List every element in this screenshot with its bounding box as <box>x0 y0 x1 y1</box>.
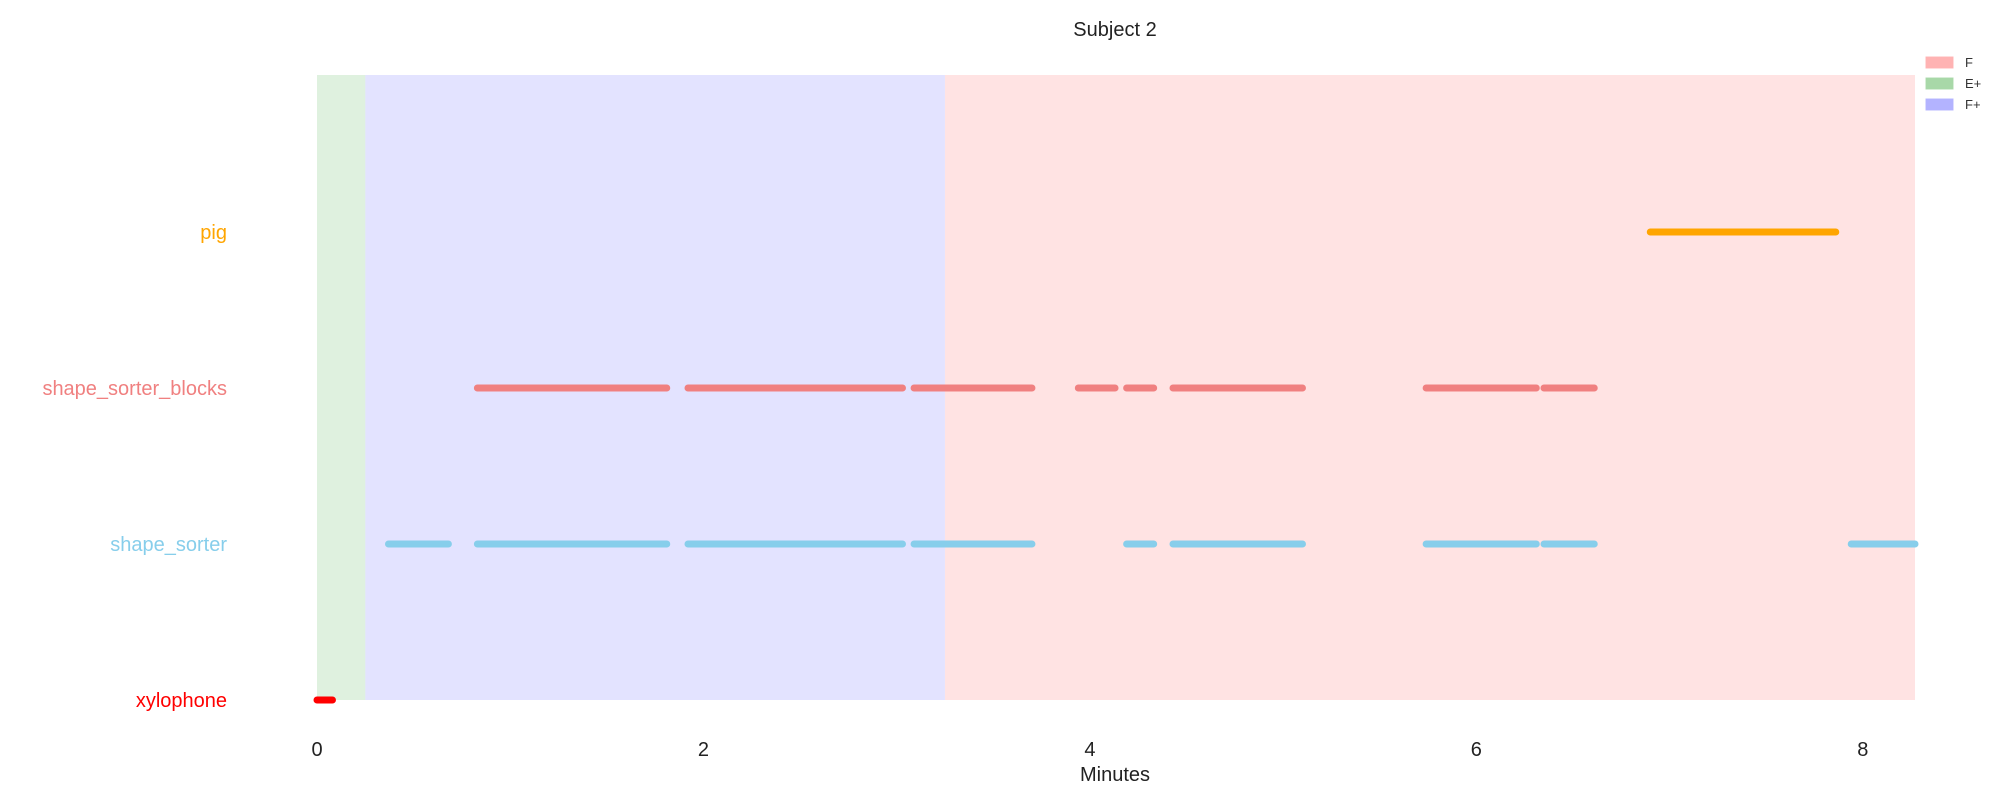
legend-label-e-plus: E+ <box>1965 76 1981 91</box>
activity-segments <box>313 228 1919 704</box>
legend-swatch-f-plus <box>1925 98 1954 111</box>
x-tick-label: 0 <box>311 739 322 761</box>
legend-label-f: F <box>1965 55 1973 70</box>
legend-swatch-e-plus <box>1925 77 1954 90</box>
y-label-shape-sorter: shape_sorter <box>110 534 227 556</box>
phase-span-e-plus <box>317 75 366 700</box>
legend-swatch-f <box>1925 56 1954 69</box>
legend: F E+ F+ <box>1925 55 1981 112</box>
y-axis-labels: xylophone shape_sorter shape_sorter_blocks… <box>42 222 227 712</box>
x-tick-label: 8 <box>1857 739 1868 761</box>
x-axis-label: Minutes <box>1080 764 1150 786</box>
x-tick-label: 4 <box>1084 739 1095 761</box>
x-axis-ticks: 0 2 4 6 8 <box>311 739 1868 761</box>
x-tick-label: 6 <box>1471 739 1482 761</box>
legend-label-f-plus: F+ <box>1965 97 1981 112</box>
y-label-shape-sorter-blocks: shape_sorter_blocks <box>42 378 227 400</box>
y-label-xylophone: xylophone <box>136 690 227 712</box>
chart-title: Subject 2 <box>1073 19 1156 41</box>
x-tick-label: 2 <box>698 739 709 761</box>
y-label-pig: pig <box>200 222 227 244</box>
